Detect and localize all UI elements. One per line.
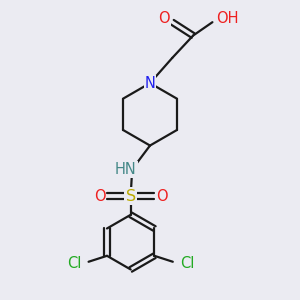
Text: O: O <box>158 11 170 26</box>
Text: Cl: Cl <box>180 256 194 271</box>
Text: S: S <box>126 189 136 204</box>
Text: O: O <box>94 189 105 204</box>
Text: N: N <box>145 76 155 91</box>
Text: O: O <box>156 189 168 204</box>
Text: HN: HN <box>115 162 136 177</box>
Text: Cl: Cl <box>67 256 82 271</box>
Text: OH: OH <box>217 11 239 26</box>
